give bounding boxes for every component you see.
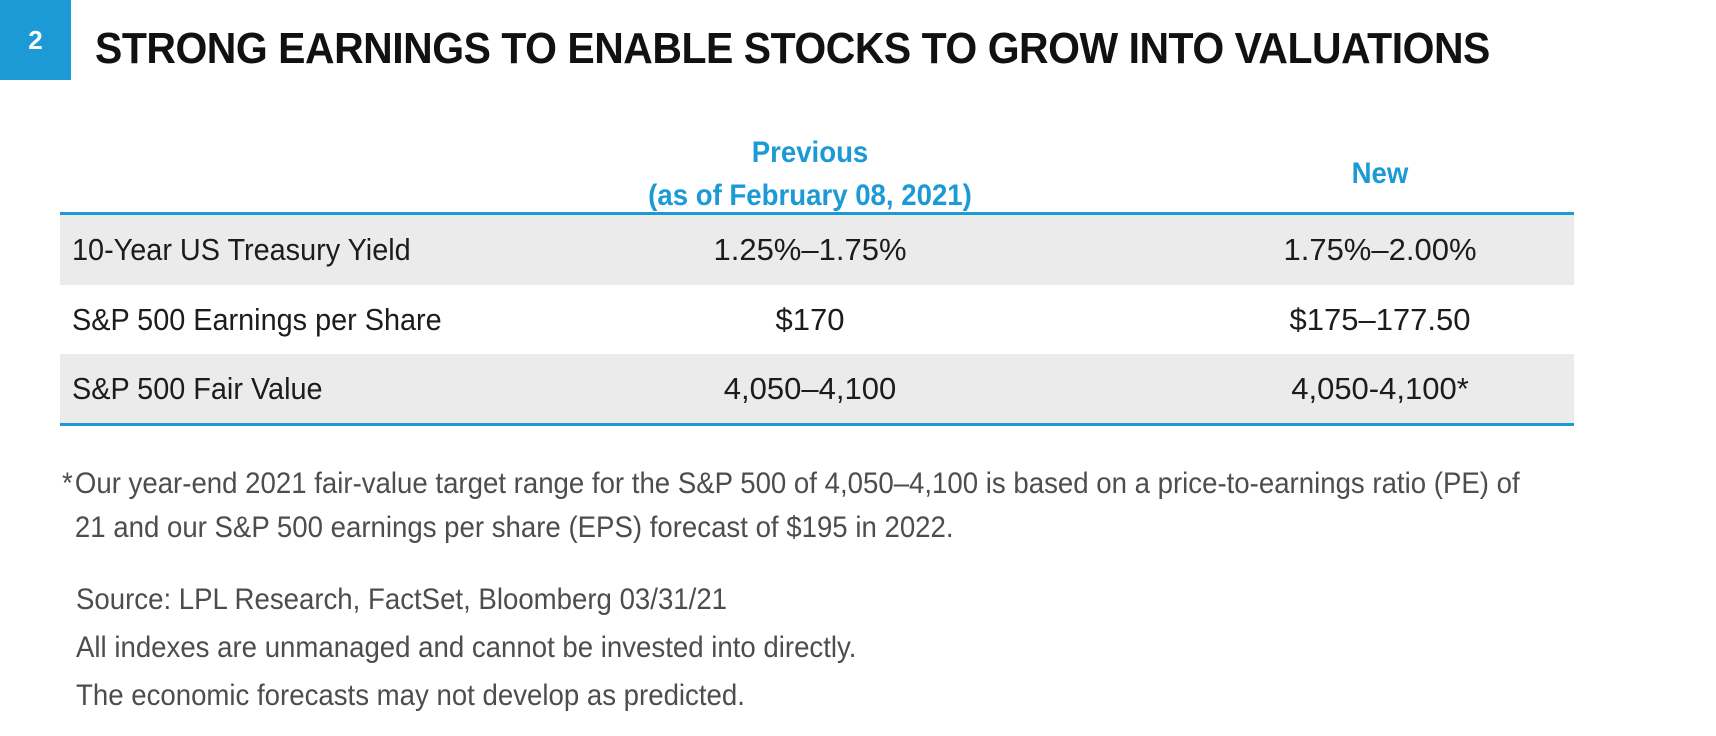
row-label: 10-Year US Treasury Yield bbox=[72, 232, 411, 267]
footnote: * Our year-end 2021 fair-value target ra… bbox=[62, 462, 1534, 550]
column-header-previous-line1: Previous bbox=[751, 136, 869, 169]
row-previous-value: 1.25%–1.75% bbox=[713, 232, 907, 267]
source-line: Source: LPL Research, FactSet, Bloomberg… bbox=[76, 583, 728, 616]
table-row: S&P 500 Earnings per Share $170 $175–177… bbox=[60, 285, 1574, 355]
row-label: S&P 500 Fair Value bbox=[72, 371, 323, 406]
row-previous-value: $170 bbox=[775, 302, 845, 337]
row-new-value: 1.75%–2.00% bbox=[1283, 232, 1477, 267]
row-new-value: $175–177.50 bbox=[1289, 302, 1471, 337]
figure-title: STRONG EARNINGS TO ENABLE STOCKS TO GROW… bbox=[95, 24, 1490, 73]
disclosures: Source: LPL Research, FactSet, Bloomberg… bbox=[76, 576, 856, 720]
table-row: 10-Year US Treasury Yield 1.25%–1.75% 1.… bbox=[60, 215, 1574, 285]
table-bottom-rule bbox=[60, 423, 1574, 426]
row-previous-value: 4,050–4,100 bbox=[723, 371, 897, 406]
footnote-text: Our year-end 2021 fair-value target rang… bbox=[74, 467, 1520, 544]
row-label: S&P 500 Earnings per Share bbox=[72, 302, 442, 337]
column-header-previous-line2: (as of February 08, 2021) bbox=[648, 179, 972, 212]
footnote-marker: * bbox=[62, 467, 73, 500]
row-new-value: 4,050-4,100* bbox=[1291, 371, 1469, 406]
table-top-rule bbox=[60, 212, 1574, 215]
figure-number-badge: 2 bbox=[0, 0, 71, 80]
forecast-disclaimer: The economic forecasts may not develop a… bbox=[76, 679, 745, 712]
column-header-new: New bbox=[1351, 157, 1409, 190]
index-disclaimer: All indexes are unmanaged and cannot be … bbox=[76, 631, 857, 664]
column-header-previous: Previous (as of February 08, 2021) bbox=[617, 131, 1003, 217]
table-row: S&P 500 Fair Value 4,050–4,100 4,050-4,1… bbox=[60, 354, 1574, 424]
